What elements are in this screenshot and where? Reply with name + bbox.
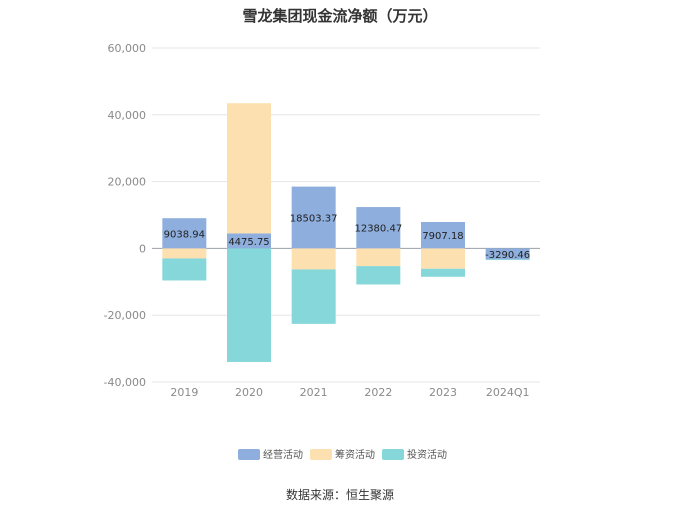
y-tick-label: -40,000	[104, 376, 146, 389]
y-tick-label: 20,000	[108, 176, 147, 189]
bar-筹资活动-2023	[421, 248, 465, 269]
bar-投资活动-2021	[291, 269, 336, 324]
legend-label[interactable]: 筹资活动	[335, 448, 375, 461]
data-label: 4475.75	[228, 237, 269, 248]
bars	[162, 103, 530, 362]
grid-lines	[152, 47, 540, 383]
x-axis: 2019 2020 2021 2022 2023 2024Q1	[170, 386, 529, 399]
x-tick-label: 2022	[364, 386, 392, 399]
bar-投资活动-2023	[421, 268, 465, 277]
y-tick-label: 60,000	[108, 42, 147, 55]
y-tick-label: -20,000	[104, 309, 146, 322]
bar-筹资活动-2021	[291, 248, 336, 270]
y-tick-label: 0	[139, 242, 146, 255]
data-labels: 9038.94 4475.75 18503.37 12380.47 7907.18 -32…	[164, 213, 530, 260]
bar-经营活动-2019	[162, 218, 207, 249]
data-label: 9038.94	[164, 229, 205, 240]
legend-swatch	[382, 449, 404, 460]
legend-label[interactable]: 经营活动	[263, 448, 303, 461]
bar-筹资活动-2022	[356, 248, 401, 267]
data-source-note: 数据来源：恒生聚源	[285, 488, 394, 502]
x-tick-label: 2019	[170, 386, 198, 399]
bar-经营活动-2022	[356, 207, 401, 249]
x-tick-label: 2020	[235, 386, 263, 399]
chart-title: 雪龙集团现金流净额（万元）	[242, 7, 438, 25]
bar-经营活动-2023	[421, 221, 465, 249]
bar-筹资活动-2019	[162, 248, 207, 259]
data-label: 18503.37	[290, 213, 338, 224]
data-label: 7907.18	[422, 231, 463, 242]
data-label: -3290.46	[485, 250, 530, 261]
legend-swatch	[238, 449, 260, 460]
data-label: 12380.47	[354, 224, 402, 235]
bar-投资活动-2024Q1	[485, 259, 530, 261]
bar-经营活动-2021	[291, 186, 336, 249]
bar-经营活动-2020	[227, 233, 271, 249]
x-tick-label: 2023	[429, 386, 457, 399]
x-tick-label: 2024Q1	[486, 386, 530, 399]
bar-投资活动-2022	[356, 266, 401, 285]
bar-投资活动-2020	[227, 248, 271, 362]
y-axis: 60,000 40,000 20,000 0 -20,000 -40,000	[104, 42, 146, 389]
legend-swatch	[310, 449, 332, 460]
legend: 经营活动 筹资活动 投资活动	[238, 448, 447, 461]
bar-经营活动-2024Q1	[485, 248, 530, 260]
bar-筹资活动-2020	[227, 103, 271, 234]
legend-label[interactable]: 投资活动	[407, 448, 447, 461]
bar-投资活动-2019	[162, 258, 207, 281]
x-tick-label: 2021	[300, 386, 328, 399]
y-tick-label: 40,000	[108, 109, 147, 122]
